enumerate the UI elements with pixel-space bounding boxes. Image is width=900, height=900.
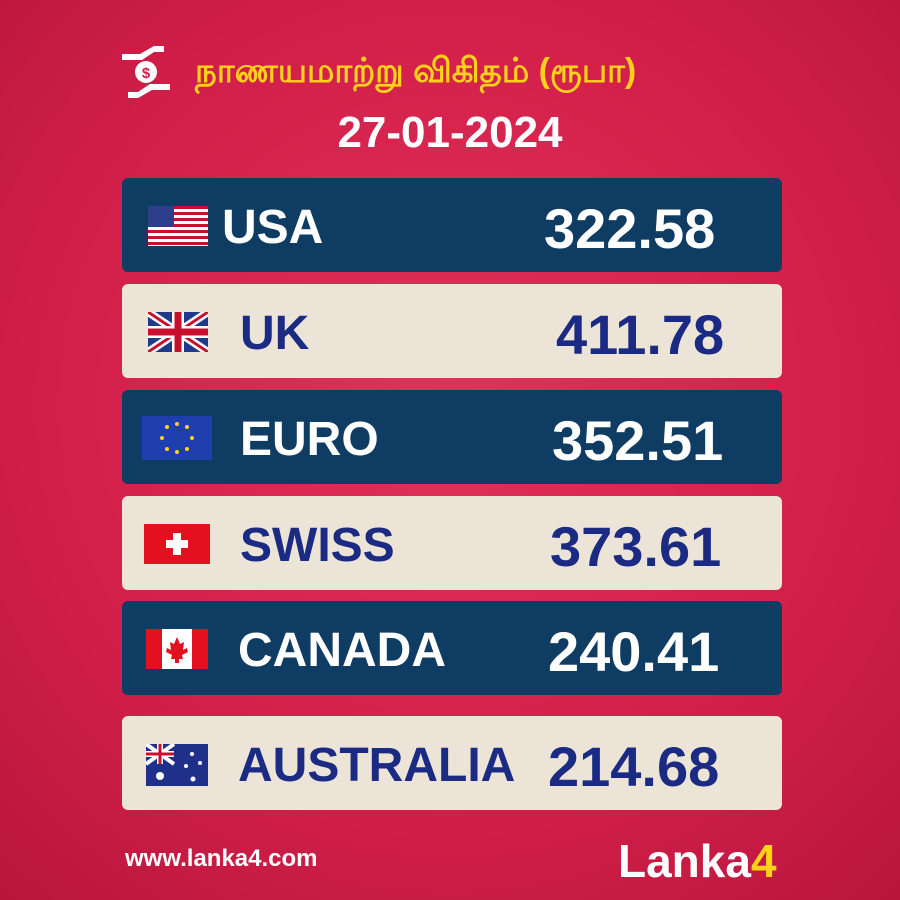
country: EURO [240, 413, 379, 466]
rate-row: USA 322.58 [122, 178, 782, 272]
flag [142, 416, 212, 460]
flag [148, 206, 208, 246]
website: www.lanka4.com [125, 845, 318, 872]
country: UK [240, 307, 310, 360]
date: 27-01-2024 [337, 108, 563, 157]
rate: 411.78 [556, 303, 725, 366]
rate: 214.68 [548, 735, 720, 798]
logo-text: Lanka [618, 835, 751, 887]
money-icon: $ [122, 46, 170, 98]
rate-row: SWISS 373.61 [122, 496, 782, 590]
flag [146, 629, 208, 669]
rate: 352.51 [552, 409, 724, 472]
logo: Lanka4 [618, 834, 777, 888]
rate: 322.58 [544, 197, 716, 260]
rate: 240.41 [548, 620, 720, 683]
rate-row: CANADA 240.41 [122, 601, 782, 695]
rate-row: AUSTRALIA 214.68 [122, 716, 782, 810]
flag [146, 744, 208, 786]
flag [148, 312, 208, 352]
country: USA [222, 201, 324, 254]
flag [144, 524, 210, 564]
country: CANADA [238, 624, 446, 677]
rate: 373.61 [550, 515, 722, 578]
title: நாணயமாற்று விகிதம் (ரூபா) [195, 52, 637, 90]
svg-text:$: $ [142, 65, 151, 82]
logo-number: 4 [750, 835, 777, 887]
country: SWISS [240, 519, 395, 572]
country: AUSTRALIA [238, 739, 516, 792]
rate-row: UK 411.78 [122, 284, 782, 378]
rate-row: EURO 352.51 [122, 390, 782, 484]
